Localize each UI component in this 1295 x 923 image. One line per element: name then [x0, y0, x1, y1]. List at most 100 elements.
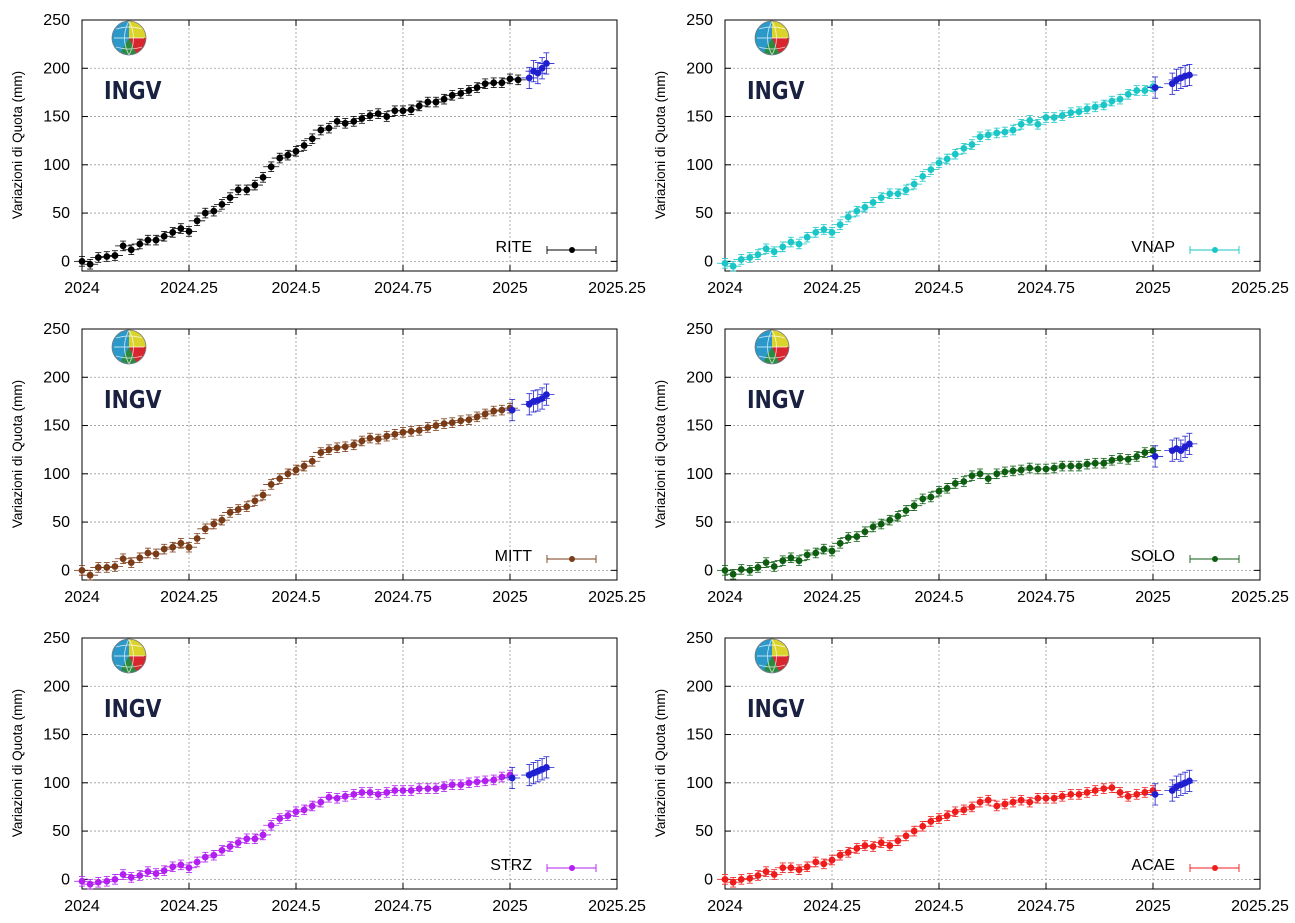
data-point: [172, 859, 189, 871]
data-point: [246, 833, 263, 845]
data-point: [1005, 124, 1022, 136]
data-point: [164, 541, 181, 553]
forecast-point: [1181, 769, 1198, 792]
data-point: [741, 565, 758, 576]
data-point: [1095, 99, 1112, 111]
y-tick-label: 250: [43, 630, 70, 647]
data-point: [288, 146, 304, 157]
data-point: [279, 149, 296, 161]
x-tick-label: 2025.25: [588, 898, 646, 915]
y-tick-label: 0: [704, 562, 713, 579]
data-point: [485, 77, 502, 88]
chart-svg: 2024 2024.25 2024.5 2024.75 2025 2025.25 0 50 10…: [43, 321, 646, 606]
data-point: [353, 787, 370, 798]
data-point: [1046, 462, 1063, 474]
x-tick-label: 2024.75: [374, 280, 432, 297]
data-point: [353, 113, 370, 124]
forecast-point: [538, 52, 555, 75]
ingv-logo-text: INGV: [747, 385, 805, 414]
data-point: [181, 226, 197, 237]
forecast-point: [1147, 783, 1164, 806]
data-point: [427, 420, 444, 431]
data-point: [766, 869, 783, 880]
x-tick-label: 2024.5: [272, 898, 321, 915]
x-tick-label: 2024.5: [915, 898, 964, 915]
data-point: [74, 565, 90, 576]
forecast-point: [1147, 76, 1164, 99]
x-tick-label: 2024.25: [803, 280, 861, 297]
legend-label: ACAE: [1131, 857, 1175, 874]
data-point: [717, 874, 733, 885]
data-point: [807, 547, 824, 559]
data-point: [263, 479, 280, 490]
data-point: [74, 876, 90, 887]
data-point: [427, 96, 444, 108]
data-point: [82, 569, 99, 581]
data-point: [312, 447, 329, 458]
data-point: [263, 161, 280, 172]
data-point: [1103, 95, 1120, 107]
data-point: [865, 521, 882, 533]
legend-sample: [1189, 555, 1240, 563]
y-tick-label: 100: [686, 466, 713, 483]
data-point: [873, 192, 890, 203]
data-point: [725, 260, 742, 272]
ingv-globe-icon: [754, 20, 790, 56]
data-point: [469, 411, 486, 423]
data-point: [345, 789, 362, 800]
data-point: [749, 249, 766, 260]
data-point: [477, 78, 494, 89]
y-axis-label: Variazioni di Quota (mm): [10, 70, 25, 220]
y-tick-label: 200: [43, 678, 70, 695]
data-point: [931, 157, 947, 169]
data-point: [963, 139, 980, 150]
x-tick-label: 2024.75: [1017, 280, 1075, 297]
legend-sample: [1189, 864, 1240, 872]
forecast-point: [1177, 64, 1194, 88]
data-point: [717, 565, 733, 576]
data-point: [411, 425, 428, 436]
y-tick-label: 100: [43, 775, 70, 792]
data-point: [1095, 457, 1112, 469]
x-tick-label: 2024.75: [374, 589, 432, 606]
data-point: [922, 164, 939, 175]
x-tick-label: 2024: [64, 898, 100, 915]
data-point: [1120, 89, 1137, 100]
forecast-point: [504, 399, 521, 422]
ingv-logo-text: INGV: [747, 694, 805, 723]
data-point: [1054, 460, 1071, 472]
data-point: [980, 473, 997, 484]
y-tick-label: 0: [704, 871, 713, 888]
data-point: [1070, 106, 1087, 117]
y-tick-label: 150: [43, 109, 70, 126]
y-tick-label: 0: [61, 253, 70, 270]
data-point: [197, 523, 214, 535]
chart-panel-acae: 2024 2024.25 2024.5 2024.75 2025 2025.25 0 50 10…: [643, 618, 1290, 923]
data-point: [914, 493, 931, 505]
y-tick-label: 250: [43, 12, 70, 29]
data-point: [370, 108, 387, 119]
legend-label: STRZ: [490, 857, 532, 874]
data-point: [485, 774, 502, 786]
y-tick-label: 50: [695, 823, 713, 840]
x-tick-label: 2025: [1135, 589, 1171, 606]
data-point: [1120, 454, 1137, 465]
y-tick-label: 0: [61, 871, 70, 888]
data-point: [906, 500, 923, 511]
forecast-point: [1147, 445, 1164, 468]
forecast-point: [534, 57, 551, 80]
data-point: [815, 858, 832, 870]
data-point: [395, 785, 411, 796]
data-point: [115, 553, 132, 564]
data-point: [493, 77, 510, 88]
y-tick-label: 250: [686, 630, 713, 647]
y-tick-label: 150: [686, 109, 713, 126]
data-point: [189, 856, 206, 868]
data-point: [98, 251, 115, 262]
data-point: [733, 254, 750, 265]
data-point: [741, 252, 758, 263]
data-point: [304, 133, 321, 144]
y-tick-label: 100: [686, 775, 713, 792]
chart-panel-rite: 2024 2024.25 2024.5 2024.75 2025 2025.25 0 50 10…: [0, 0, 647, 305]
data-point: [939, 810, 956, 821]
